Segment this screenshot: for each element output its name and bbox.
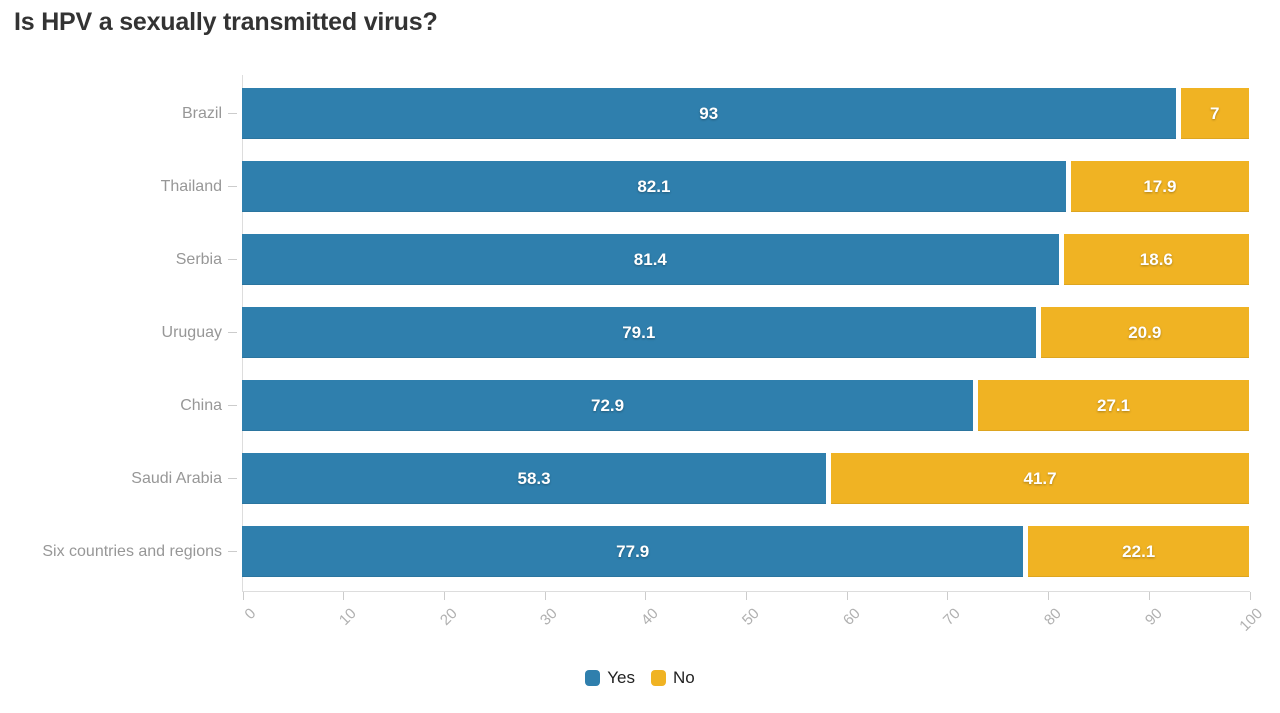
no-value-label: 18.6 bbox=[1139, 249, 1173, 269]
x-axis-line bbox=[242, 591, 1250, 592]
x-tick-label: 80 bbox=[1040, 605, 1065, 629]
bar-track: 72.9 27.1 bbox=[242, 380, 1249, 431]
legend-item-yes[interactable]: Yes bbox=[585, 668, 635, 688]
category-tick-mark bbox=[228, 478, 237, 479]
category-label: China bbox=[180, 396, 222, 414]
x-tick-label: 50 bbox=[738, 605, 763, 629]
category-tick-mark bbox=[228, 332, 237, 333]
legend: Yes No bbox=[0, 668, 1280, 688]
chart-title: Is HPV a sexually transmitted virus? bbox=[14, 8, 438, 36]
x-tick-label: 60 bbox=[839, 605, 864, 629]
bar-row: Uruguay 79.1 20.9 bbox=[0, 307, 1250, 358]
no-value-label: 41.7 bbox=[1023, 468, 1057, 488]
bar-row: Six countries and regions 77.9 22.1 bbox=[0, 526, 1250, 577]
yes-value-label: 82.1 bbox=[637, 176, 671, 196]
x-tick-label: 90 bbox=[1141, 605, 1166, 629]
category-tick-mark bbox=[228, 259, 237, 260]
x-tick-label: 40 bbox=[637, 605, 662, 629]
x-tick-label: 30 bbox=[537, 605, 562, 629]
x-tick-mark bbox=[1249, 592, 1251, 600]
x-tick-mark bbox=[645, 592, 647, 600]
legend-swatch-yes bbox=[585, 670, 601, 686]
yes-bar-segment[interactable]: 72.9 bbox=[242, 380, 974, 431]
x-tick-label: 70 bbox=[940, 605, 964, 629]
bar-track: 79.1 20.9 bbox=[242, 307, 1249, 358]
x-tick-label: 0 bbox=[241, 605, 260, 623]
legend-label: Yes bbox=[607, 668, 635, 687]
no-bar-segment[interactable]: 7 bbox=[1180, 88, 1249, 139]
yes-bar-segment[interactable]: 82.1 bbox=[242, 161, 1066, 212]
category-label: Thailand bbox=[160, 177, 222, 195]
no-bar-segment[interactable]: 27.1 bbox=[978, 380, 1249, 431]
yes-value-label: 93 bbox=[699, 103, 719, 123]
x-tick-mark bbox=[947, 592, 949, 600]
no-bar-segment[interactable]: 18.6 bbox=[1063, 234, 1249, 285]
no-bar-segment[interactable]: 41.7 bbox=[831, 453, 1249, 504]
no-bar-segment[interactable]: 22.1 bbox=[1028, 526, 1249, 577]
x-tick-mark bbox=[1048, 592, 1050, 600]
category-label: Brazil bbox=[181, 104, 222, 122]
yes-value-label: 79.1 bbox=[622, 322, 656, 342]
category-tick-mark bbox=[228, 405, 237, 406]
no-value-label: 27.1 bbox=[1097, 395, 1131, 415]
legend-item-no[interactable]: No bbox=[651, 668, 695, 688]
x-tick-mark bbox=[544, 592, 546, 600]
bar-track: 82.1 17.9 bbox=[242, 161, 1249, 212]
x-tick-mark bbox=[443, 592, 445, 600]
bar-row: China 72.9 27.1 bbox=[0, 380, 1250, 431]
bar-row: Serbia 81.4 18.6 bbox=[0, 234, 1250, 285]
bar-row: Brazil 93 7 bbox=[0, 88, 1250, 139]
yes-bar-segment[interactable]: 77.9 bbox=[242, 526, 1024, 577]
x-tick-label: 100 bbox=[1236, 605, 1267, 635]
bar-row: Saudi Arabia 58.3 41.7 bbox=[0, 453, 1250, 504]
category-label: Six countries and regions bbox=[42, 542, 222, 560]
yes-value-label: 81.4 bbox=[633, 249, 667, 269]
category-label: Serbia bbox=[175, 250, 222, 268]
bar-track: 81.4 18.6 bbox=[242, 234, 1249, 285]
no-value-label: 22.1 bbox=[1122, 541, 1156, 561]
yes-bar-segment[interactable]: 93 bbox=[242, 88, 1176, 139]
no-value-label: 7 bbox=[1210, 103, 1220, 123]
bar-row: Thailand 82.1 17.9 bbox=[0, 161, 1250, 212]
category-label: Uruguay bbox=[161, 323, 222, 341]
yes-value-label: 72.9 bbox=[591, 395, 625, 415]
chart-rows: Brazil 93 7 Thailand 82.1 17.9 Serbia 81.4 18.6 U… bbox=[0, 88, 1250, 577]
x-tick-mark bbox=[1148, 592, 1150, 600]
x-tick-mark bbox=[242, 592, 244, 600]
x-tick-mark bbox=[846, 592, 848, 600]
category-label: Saudi Arabia bbox=[131, 469, 222, 487]
bar-track: 93 7 bbox=[242, 88, 1249, 139]
category-tick-mark bbox=[228, 186, 237, 187]
no-bar-segment[interactable]: 20.9 bbox=[1040, 307, 1249, 358]
yes-value-label: 77.9 bbox=[616, 541, 650, 561]
no-bar-segment[interactable]: 17.9 bbox=[1070, 161, 1249, 212]
x-tick-mark bbox=[746, 592, 747, 600]
yes-bar-segment[interactable]: 81.4 bbox=[242, 234, 1059, 285]
bar-track: 77.9 22.1 bbox=[242, 526, 1249, 577]
category-tick-mark bbox=[228, 113, 237, 114]
bar-track: 58.3 41.7 bbox=[242, 453, 1249, 504]
x-tick-label: 10 bbox=[335, 605, 360, 629]
yes-bar-segment[interactable]: 58.3 bbox=[242, 453, 827, 504]
yes-value-label: 58.3 bbox=[517, 468, 551, 488]
no-value-label: 17.9 bbox=[1143, 176, 1177, 196]
yes-bar-segment[interactable]: 79.1 bbox=[242, 307, 1036, 358]
no-value-label: 20.9 bbox=[1128, 322, 1162, 342]
legend-swatch-no bbox=[651, 670, 666, 686]
x-tick-mark bbox=[343, 592, 345, 600]
category-tick-mark bbox=[228, 551, 237, 552]
x-tick-label: 20 bbox=[436, 605, 461, 629]
legend-label: No bbox=[673, 668, 695, 687]
